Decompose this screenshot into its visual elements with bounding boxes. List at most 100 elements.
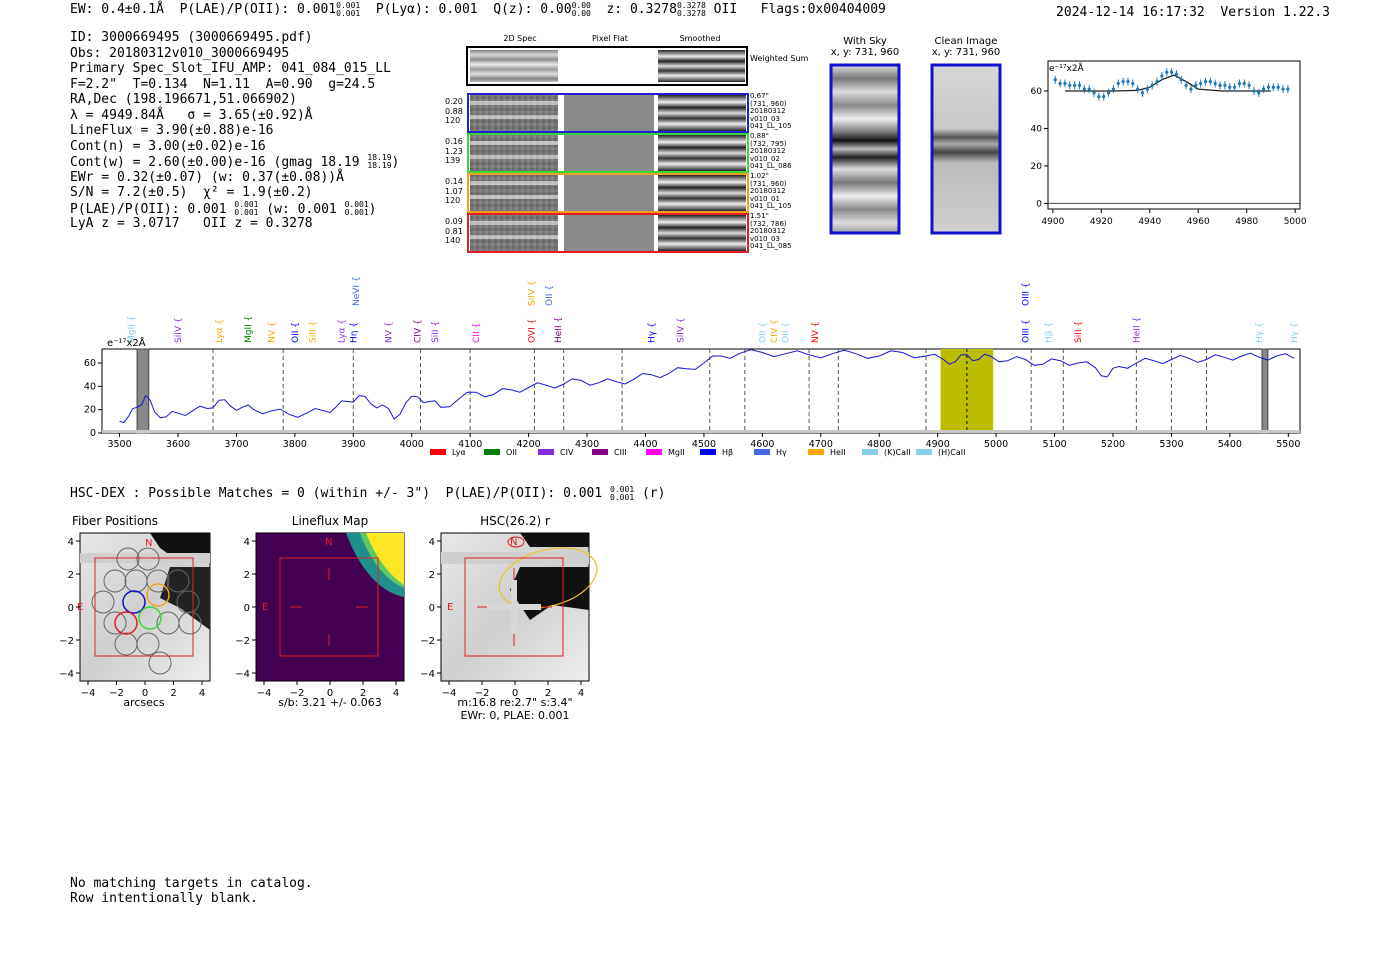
stamp-2dspec-2	[470, 175, 558, 211]
zoom-plot-frame	[1047, 60, 1301, 210]
with-sky-coords: x, y: 731, 960	[830, 47, 900, 58]
gmag-hi: 18.19	[367, 153, 392, 162]
full-xtick-label: 5200	[1101, 439, 1125, 450]
clean-image-title: Clean Image x, y: 731, 960	[921, 36, 1011, 58]
zoom-point	[1063, 81, 1067, 86]
zoom-point	[1140, 91, 1145, 95]
zoom-point	[1106, 91, 1111, 95]
info-plae-w-lo: 0.001	[344, 207, 369, 217]
spectral-line-label: SiII {	[308, 321, 318, 343]
full-xtick-label: 4600	[750, 439, 774, 450]
spectral-line-label: Hη {	[349, 322, 359, 343]
stamp-pixelflat-2	[564, 175, 654, 211]
stamp-left-value: 0.14	[445, 177, 463, 186]
z-line: OII	[713, 2, 738, 17]
qz-hi: 0.00	[571, 1, 591, 10]
stamp-frame-1	[467, 133, 749, 173]
panel3-xlabel: m:16.8 re:2.7" s:3.4"	[457, 696, 572, 709]
spectral-line-label: Hγ {	[1290, 322, 1300, 343]
panel-xtick-label: −4	[442, 688, 457, 699]
stamp-left-values-0: 0.20 0.88 120	[445, 97, 463, 126]
panel-ytick-label: −2	[420, 636, 435, 647]
info-plae: P(LAE)/P(OII): 0.001 0.001 0.001 (w: 0.00…	[70, 199, 377, 217]
spectral-line-label: OII {	[758, 322, 768, 343]
stamp-left-value: 120	[445, 196, 461, 205]
panel2-xlabel: s/b: 3.21 +/- 0.063	[278, 696, 382, 709]
legend-swatch	[430, 449, 446, 455]
info-lambda: λ = 4949.84Å σ = 3.65(±0.92)Å	[70, 107, 313, 123]
full-ytick-label: 20	[84, 405, 96, 416]
stamp-pixelflat-0	[564, 95, 654, 131]
stamp-pixelflat-3	[564, 215, 654, 251]
zoom-point	[1228, 85, 1232, 89]
stamp-left-values-1: 0.16 1.23 139	[445, 137, 463, 166]
stamp-left-value: 0.81	[445, 226, 463, 236]
spectral-line-label: SiIV {	[174, 317, 184, 343]
full-xtick-label: 3800	[283, 439, 307, 450]
flags-text: Flags:0x00404009	[760, 2, 886, 17]
zoom-point	[1199, 81, 1203, 86]
stamp-left-value: 0.09	[445, 217, 463, 226]
qz-text: Q(z): 0.00	[493, 2, 572, 17]
spectral-line-label: CIV {	[770, 319, 780, 343]
spectral-line-label-high: OIII {	[1021, 282, 1031, 306]
stamp-left-value: 0.20	[445, 97, 463, 106]
stamp-right-value: 1.02"	[750, 172, 769, 180]
stamp-right-value: (732, 786)	[750, 219, 787, 228]
stamp-grid	[466, 46, 749, 253]
spectral-line-label: CII {	[472, 323, 482, 343]
panel-ytick-label: 4	[68, 537, 74, 548]
panel-ytick-label: −4	[420, 669, 435, 680]
panel1-compass-n: N	[145, 538, 152, 549]
info-id: ID: 3000669495 (3000669495.pdf)	[70, 30, 313, 45]
info-radec: RA,Dec (198.196671,51.066902)	[70, 92, 297, 107]
legend-label: CIII	[614, 448, 627, 457]
zoom-point	[1281, 87, 1285, 91]
version: Version 1.22.3	[1220, 5, 1330, 20]
zoom-ytick-label: 20	[1031, 162, 1043, 172]
spectral-line-label: SiII {	[1074, 321, 1084, 343]
zoom-point	[1111, 87, 1116, 91]
full-xtick-label: 3600	[166, 439, 190, 450]
spectral-line-label-high: SiIV {	[528, 280, 538, 306]
stamp-right-values-2: 1.02" (731, 960) 20180312 v010_01 041_LL_105	[750, 172, 792, 211]
zoom-point	[1262, 87, 1266, 91]
with-sky-title-text: With Sky	[843, 36, 887, 47]
legend-label: OII	[506, 448, 517, 457]
panel-ytick-label: −4	[59, 669, 74, 680]
panel-ytick-label: 4	[429, 537, 435, 548]
spectral-line-label: NV {	[267, 322, 277, 343]
info-plae-lo: 0.001	[234, 207, 259, 217]
panel-xtick-label: −2	[475, 688, 490, 699]
stamp-right-value: 1.51"	[750, 212, 769, 220]
full-ytick-label: 60	[84, 358, 96, 369]
zoom-point	[1257, 91, 1261, 95]
with-sky-image	[829, 63, 901, 235]
stamp-right-value: (731, 960)	[750, 99, 787, 108]
zoom-point	[1223, 83, 1227, 87]
panel-xtick-label: −2	[290, 688, 305, 699]
z-hi: 0.3278	[676, 1, 706, 10]
spectral-line-label-high: OII {	[545, 285, 555, 306]
zoom-point	[1082, 87, 1086, 91]
zoom-spectrum-chart: e⁻¹⁷x2Å 4900 4920 4940 4960 4980 5000 0 20 40 60	[1031, 60, 1307, 227]
spectral-line-label: MgII {	[127, 316, 137, 343]
full-xtick-label: 4300	[575, 439, 599, 450]
zoom-ytick-label: 40	[1031, 124, 1043, 134]
legend-swatch	[700, 449, 716, 455]
zoom-point	[1136, 87, 1140, 91]
zoom-xtick-label: 4920	[1090, 217, 1113, 227]
panel-ytick-label: 0	[244, 603, 250, 614]
zoom-point	[1203, 80, 1208, 84]
panel2-title: Lineflux Map	[292, 514, 368, 528]
stamp-right-values-3: 1.51" (732, 786) 20180312 v010_03 041_LL_085	[750, 212, 792, 251]
panel-xtick-label: 0	[327, 688, 333, 699]
stamp-right-value: v010_02	[750, 154, 780, 163]
hsc-band: (r)	[641, 486, 666, 501]
panel-ytick-label: 0	[68, 603, 74, 614]
zoom-point	[1169, 70, 1174, 74]
clean-image	[930, 63, 1002, 235]
clean-image-coords: x, y: 731, 960	[931, 47, 1001, 58]
stamp-right-values-0: 0.67" (731, 960) 20180312 v010_03 041_LL_105	[750, 92, 792, 131]
datetime: 2024-12-14 16:17:32	[1056, 5, 1205, 20]
